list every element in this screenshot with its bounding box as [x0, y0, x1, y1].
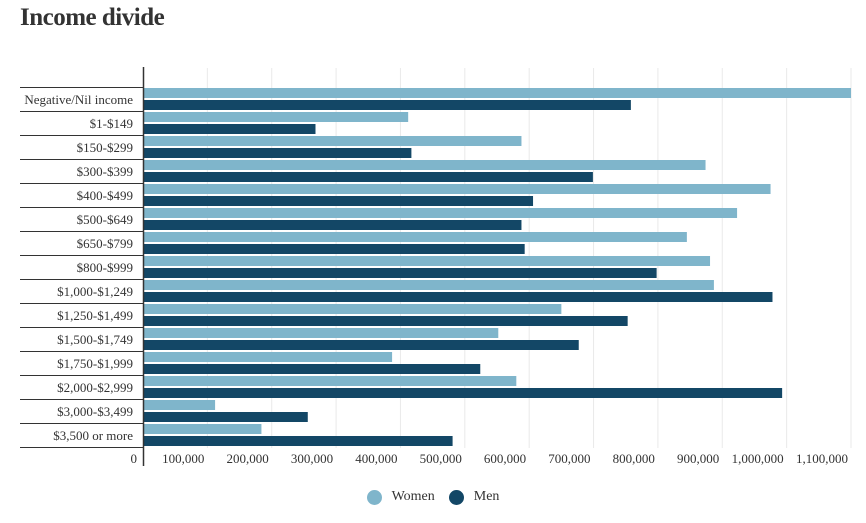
x-tick-label: 800,000 [613, 451, 655, 466]
legend-label-men: Men [473, 489, 500, 504]
x-tick-label: 1,100,000 [796, 451, 848, 466]
bar-women [143, 280, 714, 290]
bar-men [143, 292, 773, 302]
x-tick-label: 300,000 [291, 451, 333, 466]
category-label: $500-$649 [77, 212, 133, 227]
legend-label-women: Women [391, 489, 435, 504]
x-tick-label: 400,000 [355, 451, 397, 466]
bar-men [143, 220, 522, 230]
bar-men [143, 268, 657, 278]
x-tick-label: 500,000 [420, 451, 462, 466]
bar-men [143, 412, 308, 422]
legend: Women Men [0, 489, 866, 505]
category-label: $3,500 or more [53, 428, 133, 443]
x-tick-label: 200,000 [226, 451, 268, 466]
category-label: $800-$999 [77, 260, 133, 275]
x-tick-label: 0 [131, 451, 138, 466]
bar-women [143, 376, 517, 386]
bar-women [143, 400, 216, 410]
category-label: Negative/Nil income [24, 92, 133, 107]
bar-men [143, 124, 316, 134]
x-tick-label: 100,000 [162, 451, 204, 466]
category-label: $300-$399 [77, 164, 133, 179]
bar-men [143, 340, 579, 350]
chart-title: Income divide [20, 4, 165, 31]
bar-men [143, 172, 593, 182]
bar-men [143, 196, 534, 206]
bar-men [143, 244, 525, 254]
x-tick-label: 600,000 [484, 451, 526, 466]
bar-women [143, 328, 499, 338]
category-label: $150-$299 [77, 140, 133, 155]
bar-women [143, 424, 262, 434]
bar-women [143, 88, 851, 98]
bar-chart: Negative/Nil income $1-$149 $150-$299 $300-… [20, 67, 852, 466]
legend-item-women[interactable]: Women [366, 489, 435, 505]
category-label: $2,000-$2,999 [57, 380, 133, 395]
legend-swatch-women [366, 489, 382, 505]
bar-women [143, 184, 771, 194]
bar-men [143, 100, 631, 110]
category-label: $1,750-$1,999 [57, 356, 133, 371]
bar-men [143, 436, 453, 446]
category-label: $650-$799 [77, 236, 133, 251]
bar-women [143, 136, 522, 146]
bar-men [143, 388, 783, 398]
x-tick-label: 1,000,000 [732, 451, 784, 466]
bar-women [143, 208, 738, 218]
bar-women [143, 304, 562, 314]
bar-men [143, 148, 412, 158]
category-label: $3,000-$3,499 [57, 404, 133, 419]
bar-women [143, 352, 393, 362]
x-tick-label: 700,000 [548, 451, 590, 466]
category-label: $400-$499 [77, 188, 133, 203]
bar-women [143, 112, 409, 122]
x-tick-label: 900,000 [677, 451, 719, 466]
legend-swatch-men [448, 489, 464, 505]
bar-women [143, 256, 711, 266]
bar-women [143, 160, 706, 170]
category-label: $1-$149 [90, 116, 133, 131]
category-label: $1,500-$1,749 [57, 332, 133, 347]
legend-item-men[interactable]: Men [448, 489, 500, 505]
bar-men [143, 364, 481, 374]
bar-women [143, 232, 687, 242]
category-label: $1,000-$1,249 [57, 284, 133, 299]
category-label: $1,250-$1,499 [57, 308, 133, 323]
bar-men [143, 316, 628, 326]
